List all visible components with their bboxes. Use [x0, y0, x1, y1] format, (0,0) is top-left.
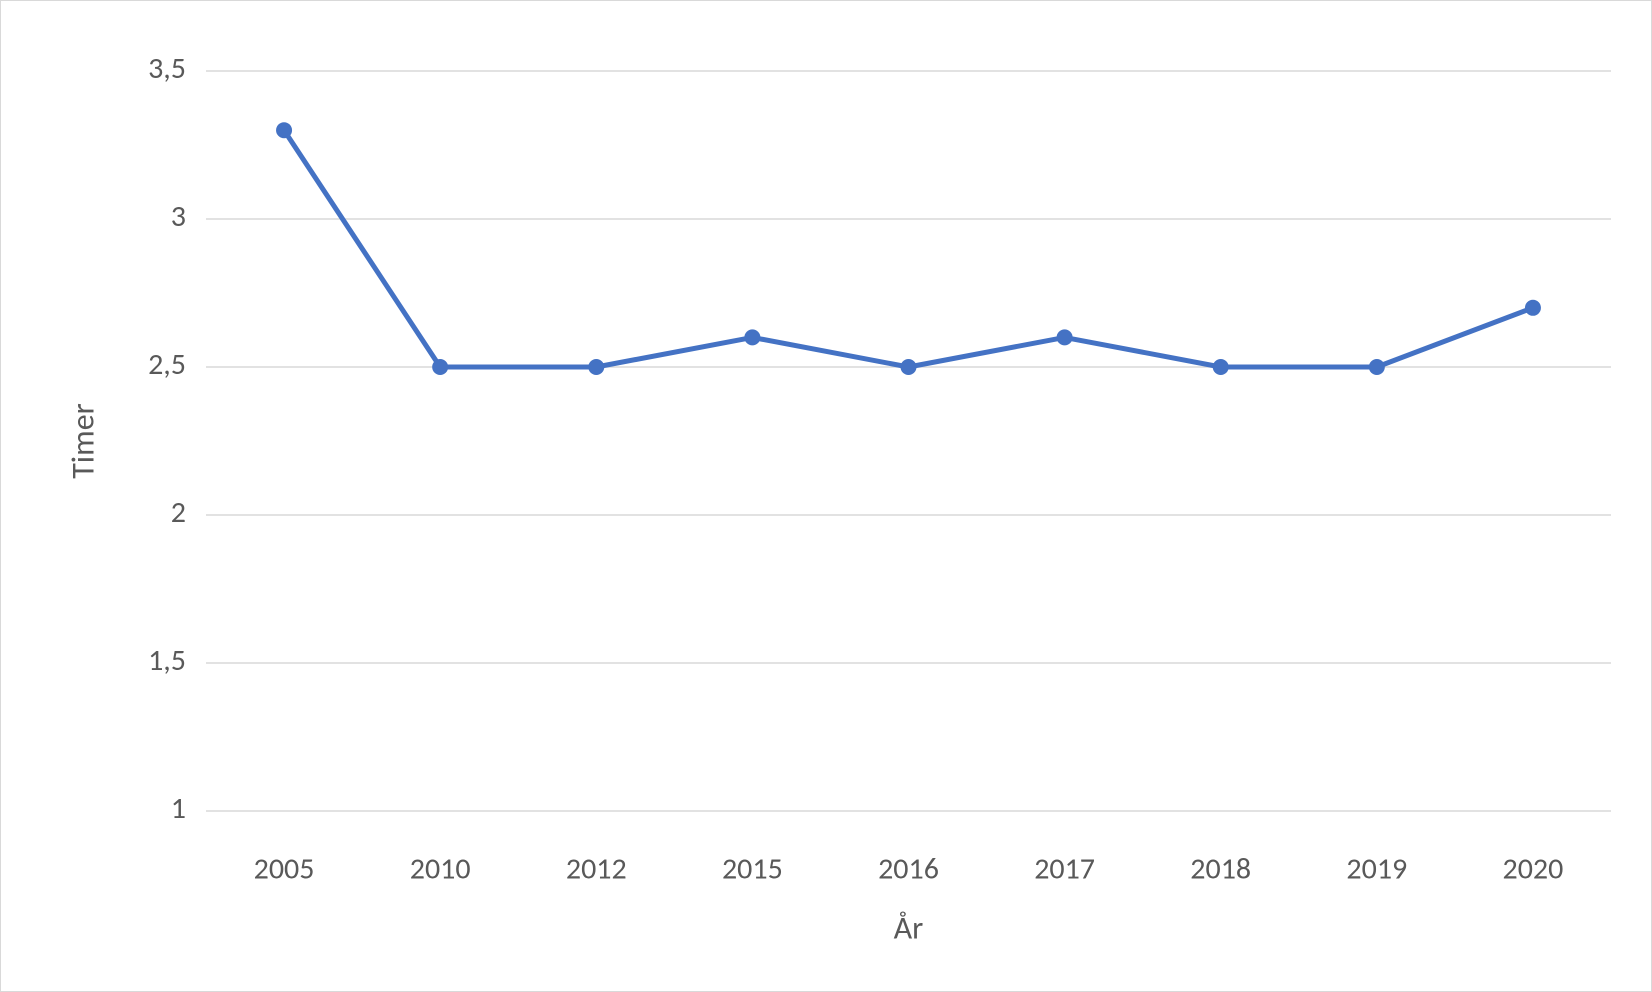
- data-point: [1369, 359, 1385, 375]
- y-tick-label: 1,5: [148, 642, 186, 679]
- x-tick-label: 2016: [878, 850, 939, 887]
- data-point: [1057, 329, 1073, 345]
- x-tick-label: 2017: [1034, 850, 1095, 887]
- data-point: [1525, 300, 1541, 316]
- y-tick-label: 3,5: [148, 50, 186, 87]
- series-line: [284, 130, 1533, 367]
- data-point: [1213, 359, 1229, 375]
- x-tick-label: 2020: [1503, 850, 1564, 887]
- chart-container: 1 1,5 2 2,5 3 3,5 2005 2010 2012 2015 2016 2017 2018…: [0, 0, 1652, 992]
- data-point: [276, 122, 292, 138]
- x-tick-label: 2018: [1190, 850, 1251, 887]
- x-tick-label: 2005: [254, 850, 315, 887]
- y-tick-label: 2,5: [148, 346, 186, 383]
- data-point: [901, 359, 917, 375]
- y-tick-label: 3: [171, 198, 186, 235]
- chart-plot-area: 1 1,5 2 2,5 3 3,5 2005 2010 2012 2015 2016 2017 2018…: [11, 11, 1641, 981]
- x-tick-label: 2010: [410, 850, 471, 887]
- x-tick-label: 2015: [722, 850, 783, 887]
- y-tick-label: 1: [171, 790, 186, 827]
- chart-svg: 1 1,5 2 2,5 3 3,5 2005 2010 2012 2015 2016 2017 2018…: [11, 11, 1643, 983]
- x-axis-title: År: [894, 909, 924, 948]
- x-tick-label: 2012: [566, 850, 627, 887]
- y-axis-title: Timer: [64, 403, 103, 479]
- y-tick-label: 2: [171, 494, 186, 531]
- x-tick-label: 2019: [1346, 850, 1407, 887]
- data-point: [432, 359, 448, 375]
- data-point: [588, 359, 604, 375]
- data-point: [744, 329, 760, 345]
